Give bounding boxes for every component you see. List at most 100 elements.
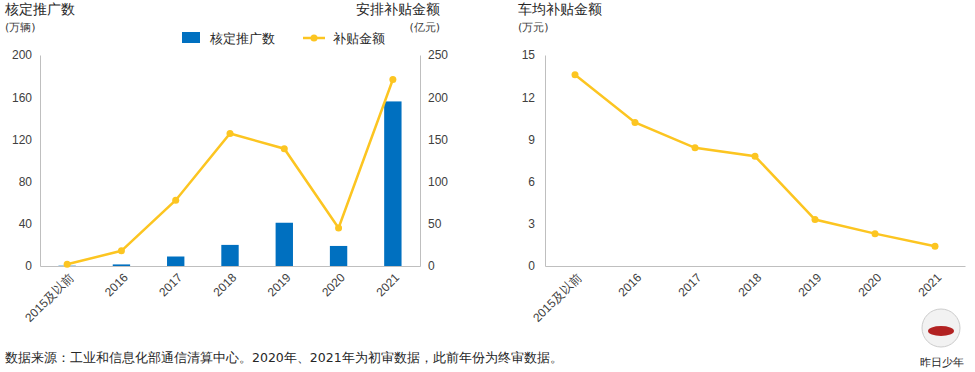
plot-area bbox=[572, 71, 939, 250]
tick-label: 250 bbox=[428, 48, 448, 62]
tick: 2018 bbox=[736, 270, 765, 299]
tick-label: 200 bbox=[428, 91, 448, 105]
bar bbox=[276, 223, 293, 266]
tick-label: 40 bbox=[19, 217, 33, 231]
tick-label: 2020 bbox=[856, 270, 885, 299]
tick: 120 bbox=[12, 133, 40, 147]
marker bbox=[752, 153, 759, 160]
line bbox=[67, 79, 393, 264]
legend-swatch bbox=[311, 35, 318, 42]
tick: 100 bbox=[420, 175, 448, 189]
marker bbox=[281, 145, 288, 152]
tick: 200 bbox=[420, 91, 448, 105]
marker bbox=[64, 261, 71, 268]
tick: 2016 bbox=[616, 270, 645, 299]
watermark-logo bbox=[922, 309, 960, 347]
marker bbox=[118, 247, 125, 254]
axis: 0 50 100 150 200 250 bbox=[420, 48, 448, 273]
tick-label: 2016 bbox=[102, 270, 131, 299]
tick-label: 50 bbox=[428, 217, 442, 231]
axis-unit: (亿元) bbox=[409, 21, 440, 34]
tick: 2017 bbox=[156, 270, 185, 299]
bar bbox=[384, 101, 401, 266]
tick-label: 80 bbox=[19, 175, 33, 189]
tick: 2016 bbox=[102, 270, 131, 299]
tick-label: 2019 bbox=[265, 270, 294, 299]
source-note: 数据来源：工业和信息化部通信清算中心。2020年、2021年为初审数据，此前年份… bbox=[5, 350, 563, 365]
marker bbox=[632, 119, 639, 126]
tick-label: 12 bbox=[522, 91, 536, 105]
tick-label: 2015及以前 bbox=[530, 271, 584, 325]
tick: 9 bbox=[528, 133, 545, 147]
axis-line bbox=[545, 56, 546, 267]
marker bbox=[692, 144, 699, 151]
tick: 80 bbox=[19, 175, 40, 189]
chart-title: 车均补贴金额 bbox=[518, 1, 602, 17]
bar bbox=[221, 245, 238, 266]
tick: 2015及以前 bbox=[530, 271, 584, 325]
tick: 2020 bbox=[319, 270, 348, 299]
axis: 2015及以前 2016 2017 2018 2019 2020 2021 bbox=[530, 267, 965, 325]
watermark: 昨日少年 bbox=[920, 356, 964, 369]
tick-label: 100 bbox=[428, 175, 448, 189]
tick: 40 bbox=[19, 217, 40, 231]
tick-label: 6 bbox=[528, 175, 535, 189]
marker bbox=[872, 230, 879, 237]
tick: 15 bbox=[522, 48, 545, 62]
tick: 2021 bbox=[373, 270, 402, 299]
tick: 0 bbox=[25, 259, 40, 273]
line bbox=[575, 75, 935, 247]
tick-label: 160 bbox=[12, 91, 32, 105]
axis: 0 40 80 120 160 200 bbox=[12, 48, 41, 273]
axis: 2015及以前 2016 2017 2018 2019 2020 2021 bbox=[22, 267, 420, 325]
tick-label: 0 bbox=[428, 259, 435, 273]
bar bbox=[330, 246, 347, 266]
axis: 0 3 6 9 12 15 bbox=[522, 48, 546, 273]
tick-label: 15 bbox=[522, 48, 536, 62]
tick-label: 0 bbox=[25, 259, 32, 273]
tick: 2017 bbox=[676, 270, 705, 299]
tick-label: 150 bbox=[428, 133, 448, 147]
tick-label: 0 bbox=[528, 259, 535, 273]
marker bbox=[812, 216, 819, 223]
tick-label: 2021 bbox=[916, 270, 945, 299]
tick-label: 120 bbox=[12, 133, 32, 147]
tick: 2020 bbox=[856, 270, 885, 299]
tick: 2015及以前 bbox=[22, 271, 76, 325]
axis-unit: (万辆) bbox=[5, 21, 36, 34]
marker bbox=[389, 76, 396, 83]
axis-unit: (万元) bbox=[518, 21, 549, 34]
axis-line bbox=[546, 266, 966, 267]
marker bbox=[335, 225, 342, 232]
axis-title: 核定推广数 bbox=[4, 1, 75, 17]
bar bbox=[113, 264, 130, 266]
tick: 200 bbox=[12, 48, 40, 62]
watermark-logo bbox=[928, 326, 954, 336]
tick-label: 9 bbox=[528, 133, 535, 147]
tick: 160 bbox=[12, 91, 40, 105]
tick-label: 2018 bbox=[736, 270, 765, 299]
tick-label: 2017 bbox=[156, 270, 185, 299]
tick-label: 2021 bbox=[373, 270, 402, 299]
tick-label: 3 bbox=[528, 217, 535, 231]
chart-canvas: 040801201602000501001502002502015及以前2016… bbox=[0, 0, 975, 372]
bar bbox=[167, 257, 184, 266]
tick-label: 2017 bbox=[676, 270, 705, 299]
tick-label: 2018 bbox=[211, 270, 240, 299]
tick: 6 bbox=[528, 175, 545, 189]
marker bbox=[572, 71, 579, 78]
tick: 50 bbox=[420, 217, 442, 231]
tick: 2018 bbox=[211, 270, 240, 299]
plot-area bbox=[58, 76, 401, 268]
tick: 150 bbox=[420, 133, 448, 147]
marker bbox=[932, 243, 939, 250]
tick: 2019 bbox=[796, 270, 825, 299]
tick-label: 2016 bbox=[616, 270, 645, 299]
marker bbox=[172, 197, 179, 204]
axis-line bbox=[41, 266, 421, 267]
tick-label: 200 bbox=[12, 48, 32, 62]
tick: 2021 bbox=[916, 270, 945, 299]
marker bbox=[227, 130, 234, 137]
legend-label: 补贴金额 bbox=[333, 31, 385, 46]
tick: 3 bbox=[528, 217, 545, 231]
